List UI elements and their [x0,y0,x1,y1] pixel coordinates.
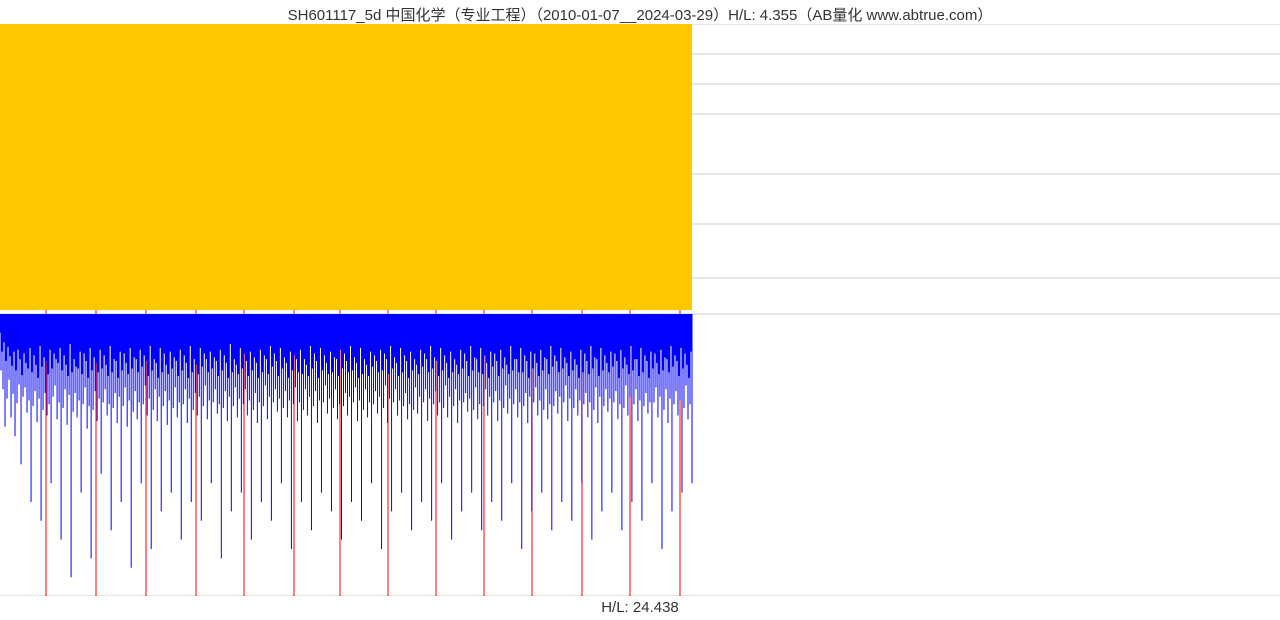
price-volume-chart [0,24,1280,596]
chart-title: SH601117_5d 中国化学（专业工程）（2010-01-07__2024-… [0,4,1280,25]
chart-container [0,24,1280,596]
chart-footer: H/L: 24.438 [0,599,1280,616]
